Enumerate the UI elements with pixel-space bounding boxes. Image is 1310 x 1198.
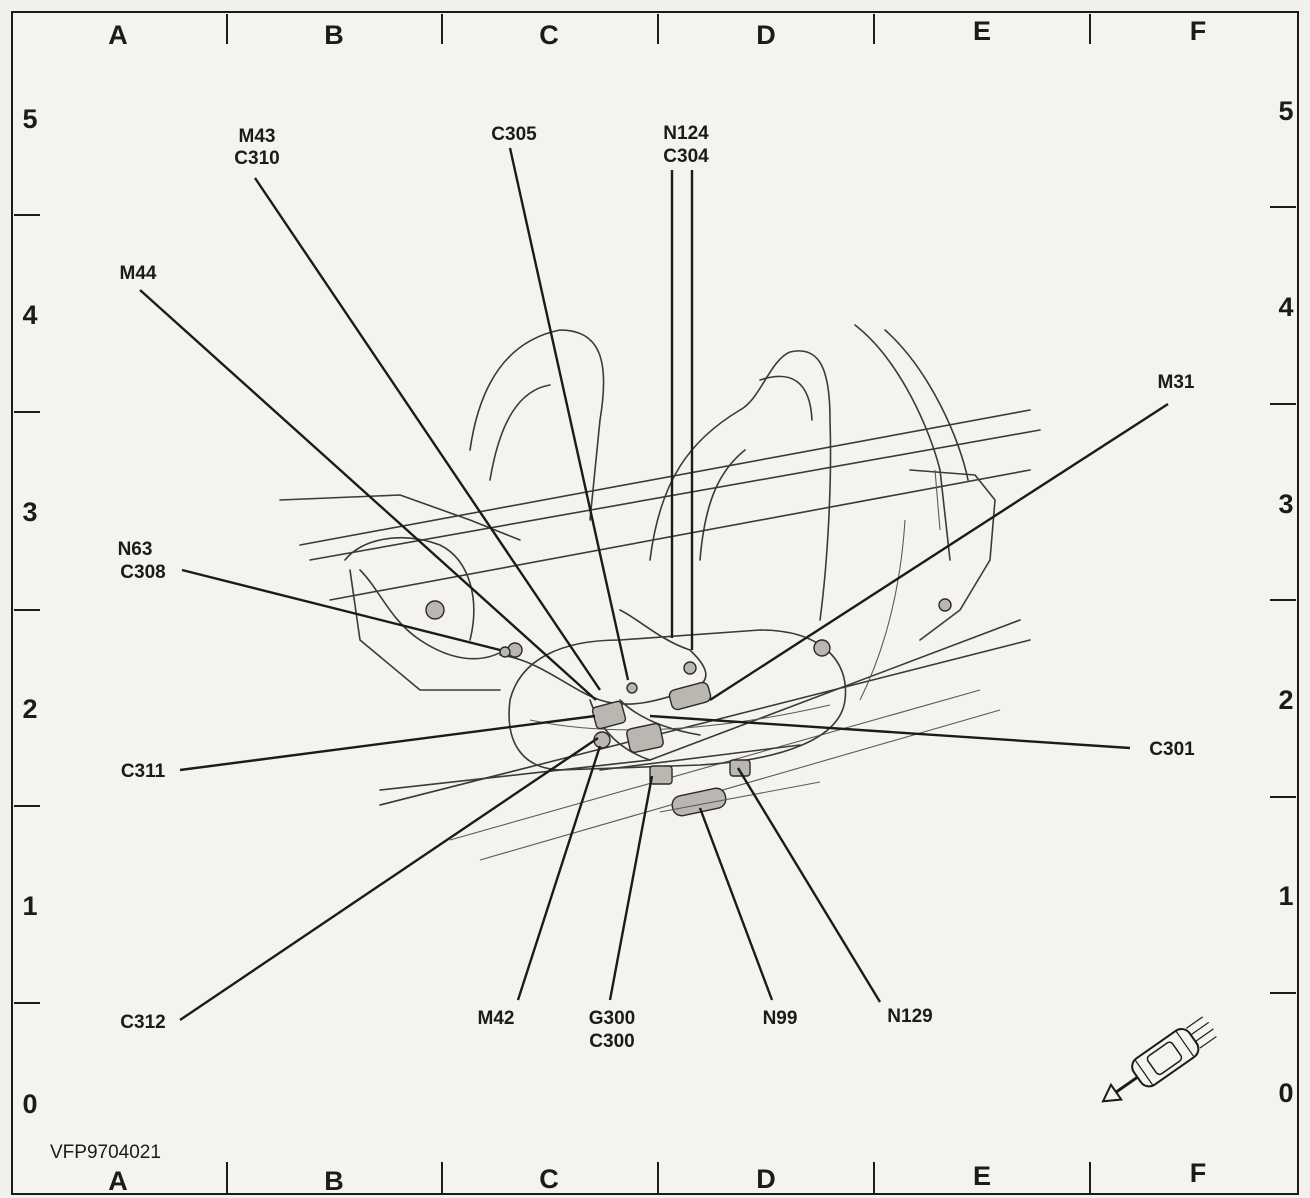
callout-m31: M31 [1158,372,1195,393]
leader-m44 [139,289,597,701]
row-label-4-left: 4 [22,300,37,330]
col-label-d-bottom: D [756,1164,776,1194]
callout-c311: C311 [121,761,166,782]
callout-g300: G300 [589,1008,635,1029]
callout-n129: N129 [887,1006,932,1027]
callout-labels: M43 C310 C305 N124 C304 M44 M31 N63 C308… [118,123,1196,1052]
column-dividers [226,14,1091,1194]
col-label-f-top: F [1190,16,1207,46]
leader-m43-c310 [254,177,601,691]
row-label-5-left: 5 [22,104,37,134]
leader-m31 [709,402,1169,702]
col-label-d-top: D [756,20,776,50]
col-label-c-top: C [539,20,559,50]
leader-m42 [516,745,602,1001]
callout-c300: C300 [589,1031,634,1052]
row-label-3-left: 3 [22,497,37,527]
col-label-a-top: A [108,20,128,50]
col-label-f-bottom: F [1190,1158,1207,1188]
leader-c312 [179,737,599,1021]
callout-c305: C305 [491,124,537,145]
callout-m44: M44 [120,263,157,284]
row-labels-right: 5 4 3 2 1 0 [1278,96,1293,1108]
callout-n99: N99 [763,1008,798,1029]
row-label-2-left: 2 [22,694,37,724]
figure-id: VFP9704021 [50,1142,161,1163]
row-label-1-left: 1 [22,891,37,921]
callout-m43: M43 [239,126,276,147]
row-label-1-right: 1 [1278,881,1293,911]
seat-illustration [279,324,1041,861]
row-label-0-left: 0 [22,1089,37,1119]
leader-n99 [698,807,774,1001]
row-dividers [14,206,1296,1004]
leader-c305 [508,147,630,681]
column-labels-top: A B C D E F [108,16,1206,50]
callout-n124: N124 [663,123,709,144]
car-direction-arrow-icon [1101,1016,1217,1103]
row-label-4-right: 4 [1278,292,1293,322]
callout-m42: M42 [478,1008,515,1029]
callout-c308: C308 [120,562,165,583]
callout-n63: N63 [118,539,153,560]
diagram-frame [11,11,1299,1195]
column-labels-bottom: A B C D E F [108,1158,1206,1196]
row-label-5-right: 5 [1278,96,1293,126]
col-label-b-top: B [324,20,344,50]
col-label-e-top: E [973,16,991,46]
row-label-0-right: 0 [1278,1078,1293,1108]
row-label-2-right: 2 [1278,685,1293,715]
callout-c310: C310 [234,148,279,169]
callout-c312: C312 [120,1012,165,1033]
col-label-a-bottom: A [108,1166,128,1196]
row-labels-left: 5 4 3 2 1 0 [22,104,37,1119]
col-label-c-bottom: C [539,1164,559,1194]
callout-c304: C304 [663,146,709,167]
leader-lines [139,147,1169,1021]
row-label-3-right: 3 [1278,489,1293,519]
callout-c301: C301 [1149,739,1195,760]
col-label-e-bottom: E [973,1161,991,1191]
leader-c301 [649,714,1131,750]
col-label-b-bottom: B [324,1166,344,1196]
leader-n129 [736,767,882,1003]
leader-n63-c308 [181,568,501,652]
leader-g300-c300 [608,775,654,1001]
leader-c311 [179,714,596,772]
